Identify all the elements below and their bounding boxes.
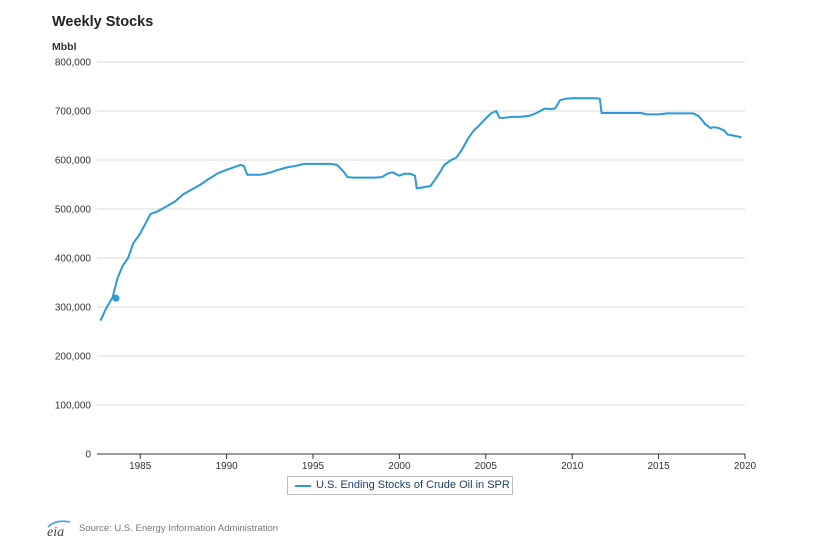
x-tick-label: 2020 (734, 461, 757, 472)
x-tick-label: 1985 (129, 461, 152, 472)
y-tick-label: 0 (85, 450, 91, 461)
x-tick-label: 2000 (388, 461, 411, 472)
x-tick-label: 1990 (215, 461, 238, 472)
gridlines (97, 61, 745, 406)
data-point-marker (112, 294, 120, 302)
y-tick-label: 800,000 (55, 58, 92, 69)
x-axis (97, 453, 746, 459)
x-tick-label: 2005 (475, 461, 498, 472)
eia-logo-text: eia (47, 525, 64, 538)
chart-title: Weekly Stocks (52, 14, 154, 30)
y-tick-label: 700,000 (55, 107, 92, 118)
x-tick-label: 1995 (302, 461, 325, 472)
x-axis-tick-labels: 1985 1990 1995 2000 2005 2010 2015 2020 (129, 461, 756, 472)
y-tick-label: 200,000 (55, 352, 92, 363)
legend-swatch (295, 485, 311, 487)
x-tick-label: 2010 (561, 461, 584, 472)
series-layer[interactable] (99, 97, 742, 322)
y-tick-label: 100,000 (55, 401, 92, 412)
legend[interactable]: U.S. Ending Stocks of Crude Oil in SPR (287, 476, 513, 495)
y-tick-label: 400,000 (55, 254, 92, 265)
y-tick-label: 500,000 (55, 205, 92, 216)
y-tick-label: 300,000 (55, 303, 92, 314)
x-tick-label: 2015 (647, 461, 670, 472)
y-tick-label: 600,000 (55, 156, 92, 167)
eia-logo-icon: eia (47, 520, 71, 538)
series-line (99, 97, 742, 322)
source-text: Source: U.S. Energy Information Administ… (79, 523, 279, 534)
y-axis-tick-labels: 0 100,000 200,000 300,000 400,000 500,000 600,… (55, 58, 92, 461)
y-axis-unit-label: Mbbl (52, 41, 77, 53)
legend-label: U.S. Ending Stocks of Crude Oil in SPR (316, 479, 510, 491)
